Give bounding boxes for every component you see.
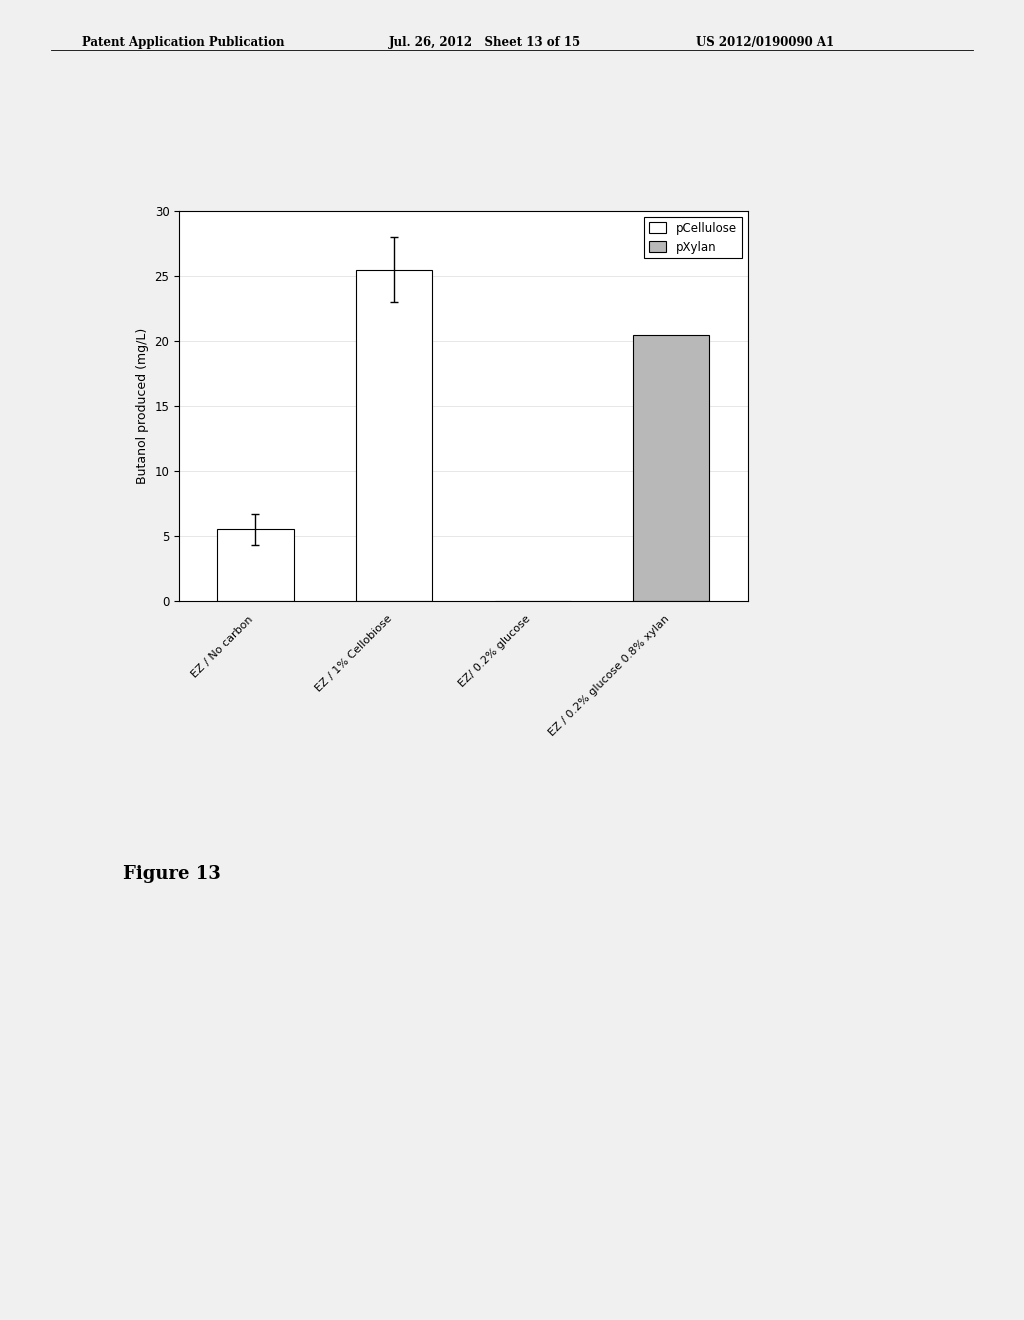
Text: Jul. 26, 2012   Sheet 13 of 15: Jul. 26, 2012 Sheet 13 of 15 bbox=[389, 36, 582, 49]
Text: EZ / No carbon: EZ / No carbon bbox=[190, 614, 255, 680]
Y-axis label: Butanol produced (mg/L): Butanol produced (mg/L) bbox=[136, 327, 150, 484]
Text: Figure 13: Figure 13 bbox=[123, 865, 220, 883]
Text: US 2012/0190090 A1: US 2012/0190090 A1 bbox=[696, 36, 835, 49]
Text: EZ/ 0.2% glucose: EZ/ 0.2% glucose bbox=[458, 614, 532, 689]
Text: EZ / 0.2% glucose 0.8% xylan: EZ / 0.2% glucose 0.8% xylan bbox=[547, 614, 672, 738]
Text: EZ / 1% Cellobiose: EZ / 1% Cellobiose bbox=[313, 614, 394, 694]
Bar bbox=[356, 269, 432, 601]
Bar bbox=[633, 334, 710, 601]
Bar bbox=[217, 529, 294, 601]
Legend: pCellulose, pXylan: pCellulose, pXylan bbox=[644, 216, 741, 259]
Text: Patent Application Publication: Patent Application Publication bbox=[82, 36, 285, 49]
